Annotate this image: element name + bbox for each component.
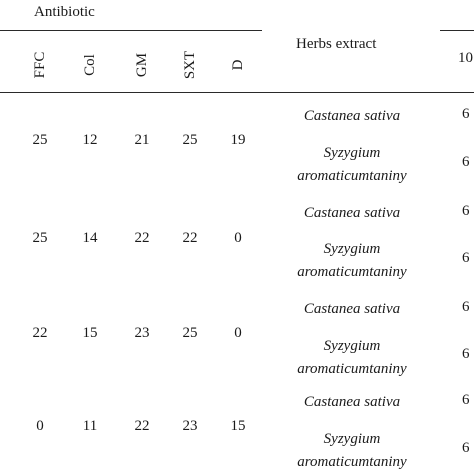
right-r1-b: 6 bbox=[462, 154, 470, 170]
herb-r4-b2: aromaticumtaniny bbox=[297, 454, 407, 470]
cell-r3-sxt: 25 bbox=[182, 325, 198, 341]
cell-r1-col: 12 bbox=[82, 132, 98, 148]
right-r3-b: 6 bbox=[462, 346, 470, 362]
col-header-ffc: FFC bbox=[32, 51, 48, 79]
col-header-col: Col bbox=[82, 54, 98, 76]
herb-r1-a: Castanea sativa bbox=[303, 108, 401, 124]
col-header-sxt: SXT bbox=[182, 50, 198, 80]
cell-r1-d: 19 bbox=[230, 132, 246, 148]
cell-r1-sxt: 25 bbox=[182, 132, 198, 148]
herb-r1-b1: Syzygium bbox=[323, 145, 381, 161]
right-r3-a: 6 bbox=[462, 299, 470, 315]
right-r2-b: 6 bbox=[462, 250, 470, 266]
cell-r1-ffc: 25 bbox=[32, 132, 48, 148]
herb-r4-b1: Syzygium bbox=[323, 431, 381, 447]
antibiotic-underline bbox=[0, 30, 262, 31]
cell-r4-ffc: 0 bbox=[36, 418, 44, 434]
cell-r4-col: 11 bbox=[82, 418, 98, 434]
cell-r2-sxt: 22 bbox=[182, 230, 198, 246]
cell-r2-ffc: 25 bbox=[32, 230, 48, 246]
right-r2-a: 6 bbox=[462, 203, 470, 219]
right-r1-a: 6 bbox=[462, 106, 470, 122]
cell-r4-sxt: 23 bbox=[182, 418, 198, 434]
cell-r4-gm: 22 bbox=[134, 418, 150, 434]
right-r4-a: 6 bbox=[462, 392, 470, 408]
herb-r2-b1: Syzygium bbox=[323, 241, 381, 257]
cell-r2-d: 0 bbox=[234, 230, 242, 246]
cell-r3-col: 15 bbox=[82, 325, 98, 341]
col-header-gm: GM bbox=[134, 52, 150, 78]
herb-r3-b1: Syzygium bbox=[323, 338, 381, 354]
cell-r1-gm: 21 bbox=[134, 132, 150, 148]
right-r4-b: 6 bbox=[462, 440, 470, 456]
herb-r2-a: Castanea sativa bbox=[303, 205, 401, 221]
cell-r2-gm: 22 bbox=[134, 230, 150, 246]
herb-r2-b2: aromaticumtaniny bbox=[297, 264, 407, 280]
cell-r2-col: 14 bbox=[82, 230, 98, 246]
header-bottom-rule bbox=[0, 92, 474, 93]
right-col-topline bbox=[440, 30, 474, 31]
cell-r4-d: 15 bbox=[230, 418, 246, 434]
herb-r1-b2: aromaticumtaniny bbox=[297, 168, 407, 184]
cell-r3-d: 0 bbox=[234, 325, 242, 341]
herb-r3-a: Castanea sativa bbox=[303, 301, 401, 317]
herb-r3-b2: aromaticumtaniny bbox=[297, 361, 407, 377]
cell-r3-gm: 23 bbox=[134, 325, 150, 341]
col-header-d: D bbox=[230, 59, 246, 71]
cell-r3-ffc: 22 bbox=[32, 325, 48, 341]
right-col-header: 10 bbox=[458, 50, 473, 66]
antibiotic-header: Antibiotic bbox=[34, 4, 95, 20]
herbs-extract-header: Herbs extract bbox=[296, 36, 377, 52]
herb-r4-a: Castanea sativa bbox=[303, 394, 401, 410]
